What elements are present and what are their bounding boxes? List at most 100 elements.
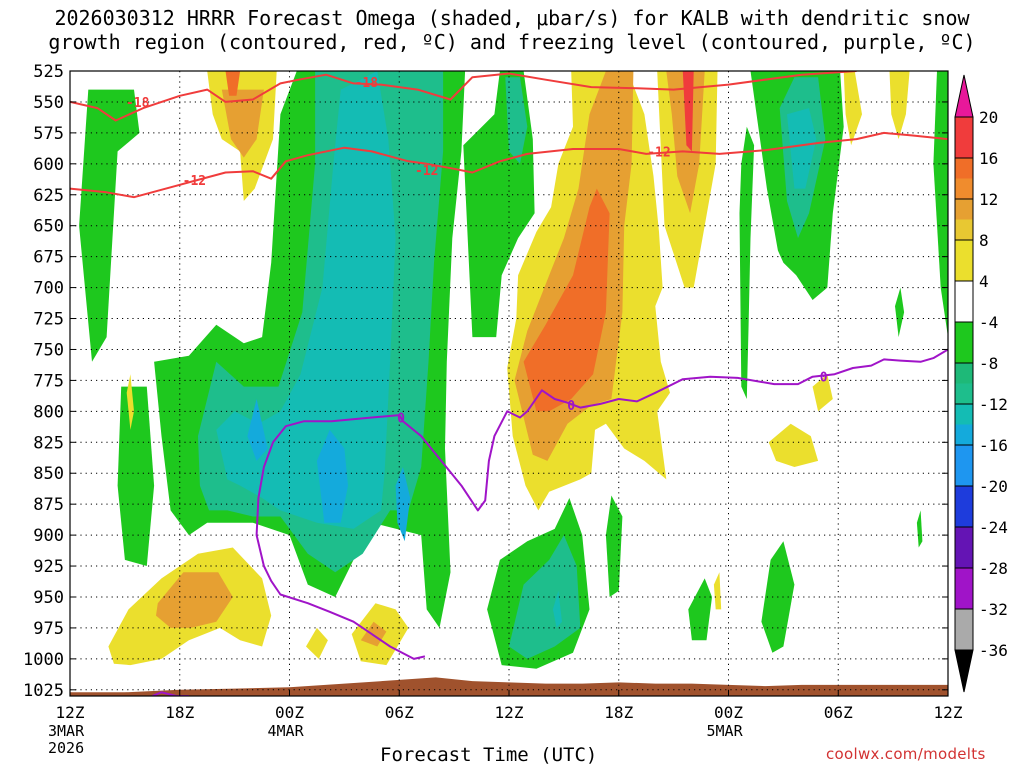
omega-region-positive (843, 71, 862, 146)
colorbar-bin (955, 568, 973, 609)
colorbar-bin (955, 219, 973, 240)
colorbar-bin (955, 404, 973, 425)
omega-region-negative (739, 126, 755, 399)
colorbar-bin (955, 158, 973, 179)
y-tick-label: 750 (33, 340, 64, 360)
y-tick-label: 525 (33, 62, 64, 82)
dgz-temperature-contour (70, 131, 948, 199)
y-tick-label: 875 (33, 495, 64, 515)
temperature-contours (70, 71, 948, 696)
omega-region-negative (117, 386, 155, 566)
chart-title-line-2: growth region (contoured, red, ºC) and f… (48, 30, 976, 54)
colorbar-tick-label: -4 (979, 313, 998, 332)
omega-region-positive (225, 71, 241, 96)
x-tick-label: 06Z (385, 703, 414, 722)
x-tick-sublabel: 4MAR (268, 722, 305, 740)
y-tick-label: 575 (33, 124, 64, 144)
colorbar-tick-label: -24 (979, 518, 1008, 537)
y-tick-label: 975 (33, 619, 64, 639)
colorbar-bin (955, 240, 973, 281)
colorbar-bin (955, 322, 973, 363)
omega-region-negative (916, 510, 923, 548)
x-tick-label: 12Z (495, 703, 524, 722)
colorbar-tick-label: -32 (979, 600, 1008, 619)
omega-region-negative (895, 287, 905, 338)
omega-region-negative (509, 535, 581, 659)
colorbar-bin (955, 424, 973, 445)
contour-label: 0 (567, 399, 575, 414)
y-tick-label: 625 (33, 186, 64, 206)
x-tick-sublabel: 5MAR (707, 722, 744, 740)
omega-region-negative (505, 77, 528, 164)
y-tick-label: 1025 (23, 681, 64, 701)
omega-region-negative (787, 108, 817, 189)
omega-colorbar: 20 16 12 8 4 -4 -8 -12 -16 -20 -24 -28 -32 -36 (954, 74, 1008, 693)
omega-region-negative (79, 89, 140, 362)
freezing-level-contour (151, 691, 189, 696)
chart-title-line-1: 2026030312 HRRR Forecast Omega (shaded, … (54, 6, 970, 30)
colorbar-tick-label: 12 (979, 190, 998, 209)
contour-label: -12 (183, 174, 206, 189)
colorbar-tick-label: 4 (979, 272, 989, 291)
colorbar-tick-label: -28 (979, 559, 1008, 578)
colorbar-bin (955, 363, 973, 384)
colorbar-bin (955, 199, 973, 220)
x-tick-label: 12Z (56, 703, 85, 722)
contour-label: 0 (397, 412, 405, 427)
contour-label: -18 (355, 76, 379, 91)
omega-region-positive (306, 627, 328, 659)
x-tick-label: 12Z (934, 703, 963, 722)
credit-link[interactable]: coolwx.com/modelts (826, 745, 986, 763)
colorbar-tick-label: 16 (979, 149, 998, 168)
contour-label: -12 (415, 164, 438, 179)
y-tick-label: 675 (33, 248, 64, 268)
omega-region-positive (523, 188, 610, 412)
colorbar-bin (955, 609, 973, 650)
colorbar-bin (955, 445, 973, 486)
omega-region-positive (889, 71, 910, 140)
colorbar-bottom-arrow (954, 649, 974, 693)
omega-region-negative (688, 578, 712, 641)
x-axis-label: Forecast Time (UTC) (380, 744, 598, 766)
pressure-axis: 525 550 575 600 625 650 675 700 725 750 775 800 825 8… (23, 62, 948, 701)
omega-region-negative (552, 590, 562, 628)
colorbar-tick-label: 8 (979, 231, 989, 250)
colorbar-tick-label: -36 (979, 641, 1008, 660)
colorbar-bin (955, 527, 973, 568)
omega-region-negative (605, 495, 623, 597)
y-tick-label: 925 (33, 557, 64, 577)
y-tick-label: 600 (33, 155, 64, 175)
omega-region-positive (156, 572, 233, 628)
y-tick-label: 850 (33, 464, 64, 484)
omega-region-positive (682, 71, 694, 152)
x-tick-label: 00Z (714, 703, 743, 722)
x-tick-sublabel: 3MAR (48, 722, 85, 740)
y-tick-label: 825 (33, 433, 64, 453)
x-tick-label: 06Z (824, 703, 853, 722)
dgz-temperature-contour (70, 71, 857, 122)
omega-region-positive (768, 423, 819, 467)
chart-title: 2026030312 HRRR Forecast Omega (shaded, … (0, 6, 1024, 54)
colorbar-tick-label: 20 (979, 108, 998, 127)
colorbar-bin (955, 117, 973, 158)
contour-labels: -18 -18 -12 -12 -12 0 0 0 (126, 76, 828, 427)
omega-region-negative (933, 71, 948, 338)
y-tick-label: 775 (33, 371, 64, 391)
y-tick-label: 1000 (23, 650, 64, 670)
omega-region-positive (126, 374, 134, 430)
colorbar-top-arrow (954, 74, 974, 118)
y-tick-label: 900 (33, 526, 64, 546)
colorbar-tick-label: -12 (979, 395, 1008, 414)
contour-label: -18 (126, 96, 150, 111)
omega-region-negative (247, 399, 268, 461)
freezing-level-contour (255, 348, 948, 660)
contour-label: 0 (820, 371, 828, 386)
colorbar-tick-label: -16 (979, 436, 1008, 455)
x-tick-sublabel: 2026 (48, 739, 84, 757)
y-tick-label: 650 (33, 217, 64, 237)
omega-region-positive (713, 572, 722, 610)
contour-label: -12 (647, 145, 670, 160)
y-tick-label: 950 (33, 588, 64, 608)
